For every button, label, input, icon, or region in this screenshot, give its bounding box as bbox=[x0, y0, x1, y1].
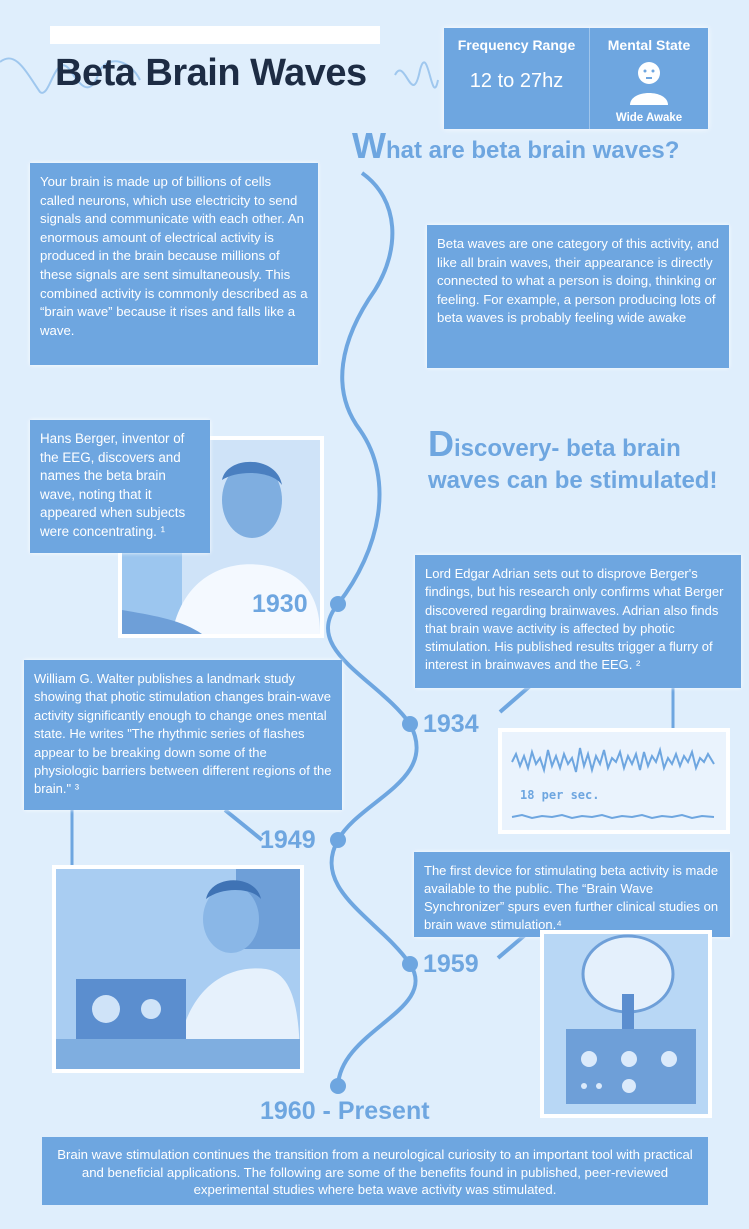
timeline-line bbox=[326, 171, 419, 1087]
william-walter-photo bbox=[52, 865, 304, 1073]
timeline-dot-1960 bbox=[330, 1078, 346, 1094]
stats-panel: Frequency Range 12 to 27hz Mental State … bbox=[444, 28, 708, 129]
person-icon bbox=[630, 62, 668, 105]
timeline-dot-1930 bbox=[330, 596, 346, 612]
title-highlight-bar bbox=[50, 26, 380, 44]
eeg-caption: 18 per sec. bbox=[520, 788, 600, 802]
frequency-label: Frequency Range bbox=[457, 37, 576, 53]
mental-state-column: Mental State Wide Awake bbox=[590, 28, 708, 129]
mental-state-label: Mental State bbox=[607, 37, 691, 53]
eeg-trace-image: 18 per sec. bbox=[498, 728, 730, 834]
year-1959: 1959 bbox=[423, 950, 479, 978]
timeline-dot-1959 bbox=[402, 956, 418, 972]
timeline-dot-1934 bbox=[402, 716, 418, 732]
device-illustration bbox=[544, 934, 708, 1114]
frequency-value: 12 to 27hz bbox=[469, 70, 564, 92]
page-title: Beta Brain Waves bbox=[55, 52, 367, 94]
intro-paragraph-1: Your brain is made up of billions of cel… bbox=[30, 163, 318, 365]
connector-1949 bbox=[223, 808, 264, 842]
eeg-trace bbox=[511, 746, 715, 820]
discovery-heading: Discovery- beta brain waves can be stimu… bbox=[428, 423, 718, 495]
header-wave bbox=[0, 57, 439, 94]
year-1960-present: 1960 - Present bbox=[260, 1097, 430, 1125]
frequency-column: Frequency Range 12 to 27hz bbox=[444, 28, 589, 129]
timeline-text-1959: The first device for stimulating beta ac… bbox=[414, 852, 730, 937]
brain-wave-synchronizer-photo bbox=[540, 930, 712, 1118]
timeline-text-1960-present: Brain wave stimulation continues the tra… bbox=[42, 1137, 708, 1205]
timeline-text-1934: Lord Edgar Adrian sets out to disprove B… bbox=[415, 555, 741, 688]
what-are-heading: What are beta brain waves? bbox=[352, 125, 680, 166]
year-1934: 1934 bbox=[423, 710, 479, 738]
connector-1959 bbox=[496, 933, 527, 960]
intro-paragraph-2: Beta waves are one category of this acti… bbox=[427, 225, 729, 368]
timeline-text-1949: William G. Walter publishes a landmark s… bbox=[24, 660, 342, 810]
year-1949: 1949 bbox=[260, 826, 316, 854]
portrait-illustration bbox=[122, 440, 320, 634]
stats-divider bbox=[589, 28, 590, 129]
mental-state-value: Wide Awake bbox=[615, 112, 683, 124]
lab-illustration bbox=[56, 869, 300, 1069]
connector-1934 bbox=[498, 684, 532, 714]
timeline-dot-1949 bbox=[330, 832, 346, 848]
year-1930: 1930 bbox=[252, 590, 308, 618]
timeline-text-1930: Hans Berger, inventor of the EEG, discov… bbox=[30, 420, 210, 553]
